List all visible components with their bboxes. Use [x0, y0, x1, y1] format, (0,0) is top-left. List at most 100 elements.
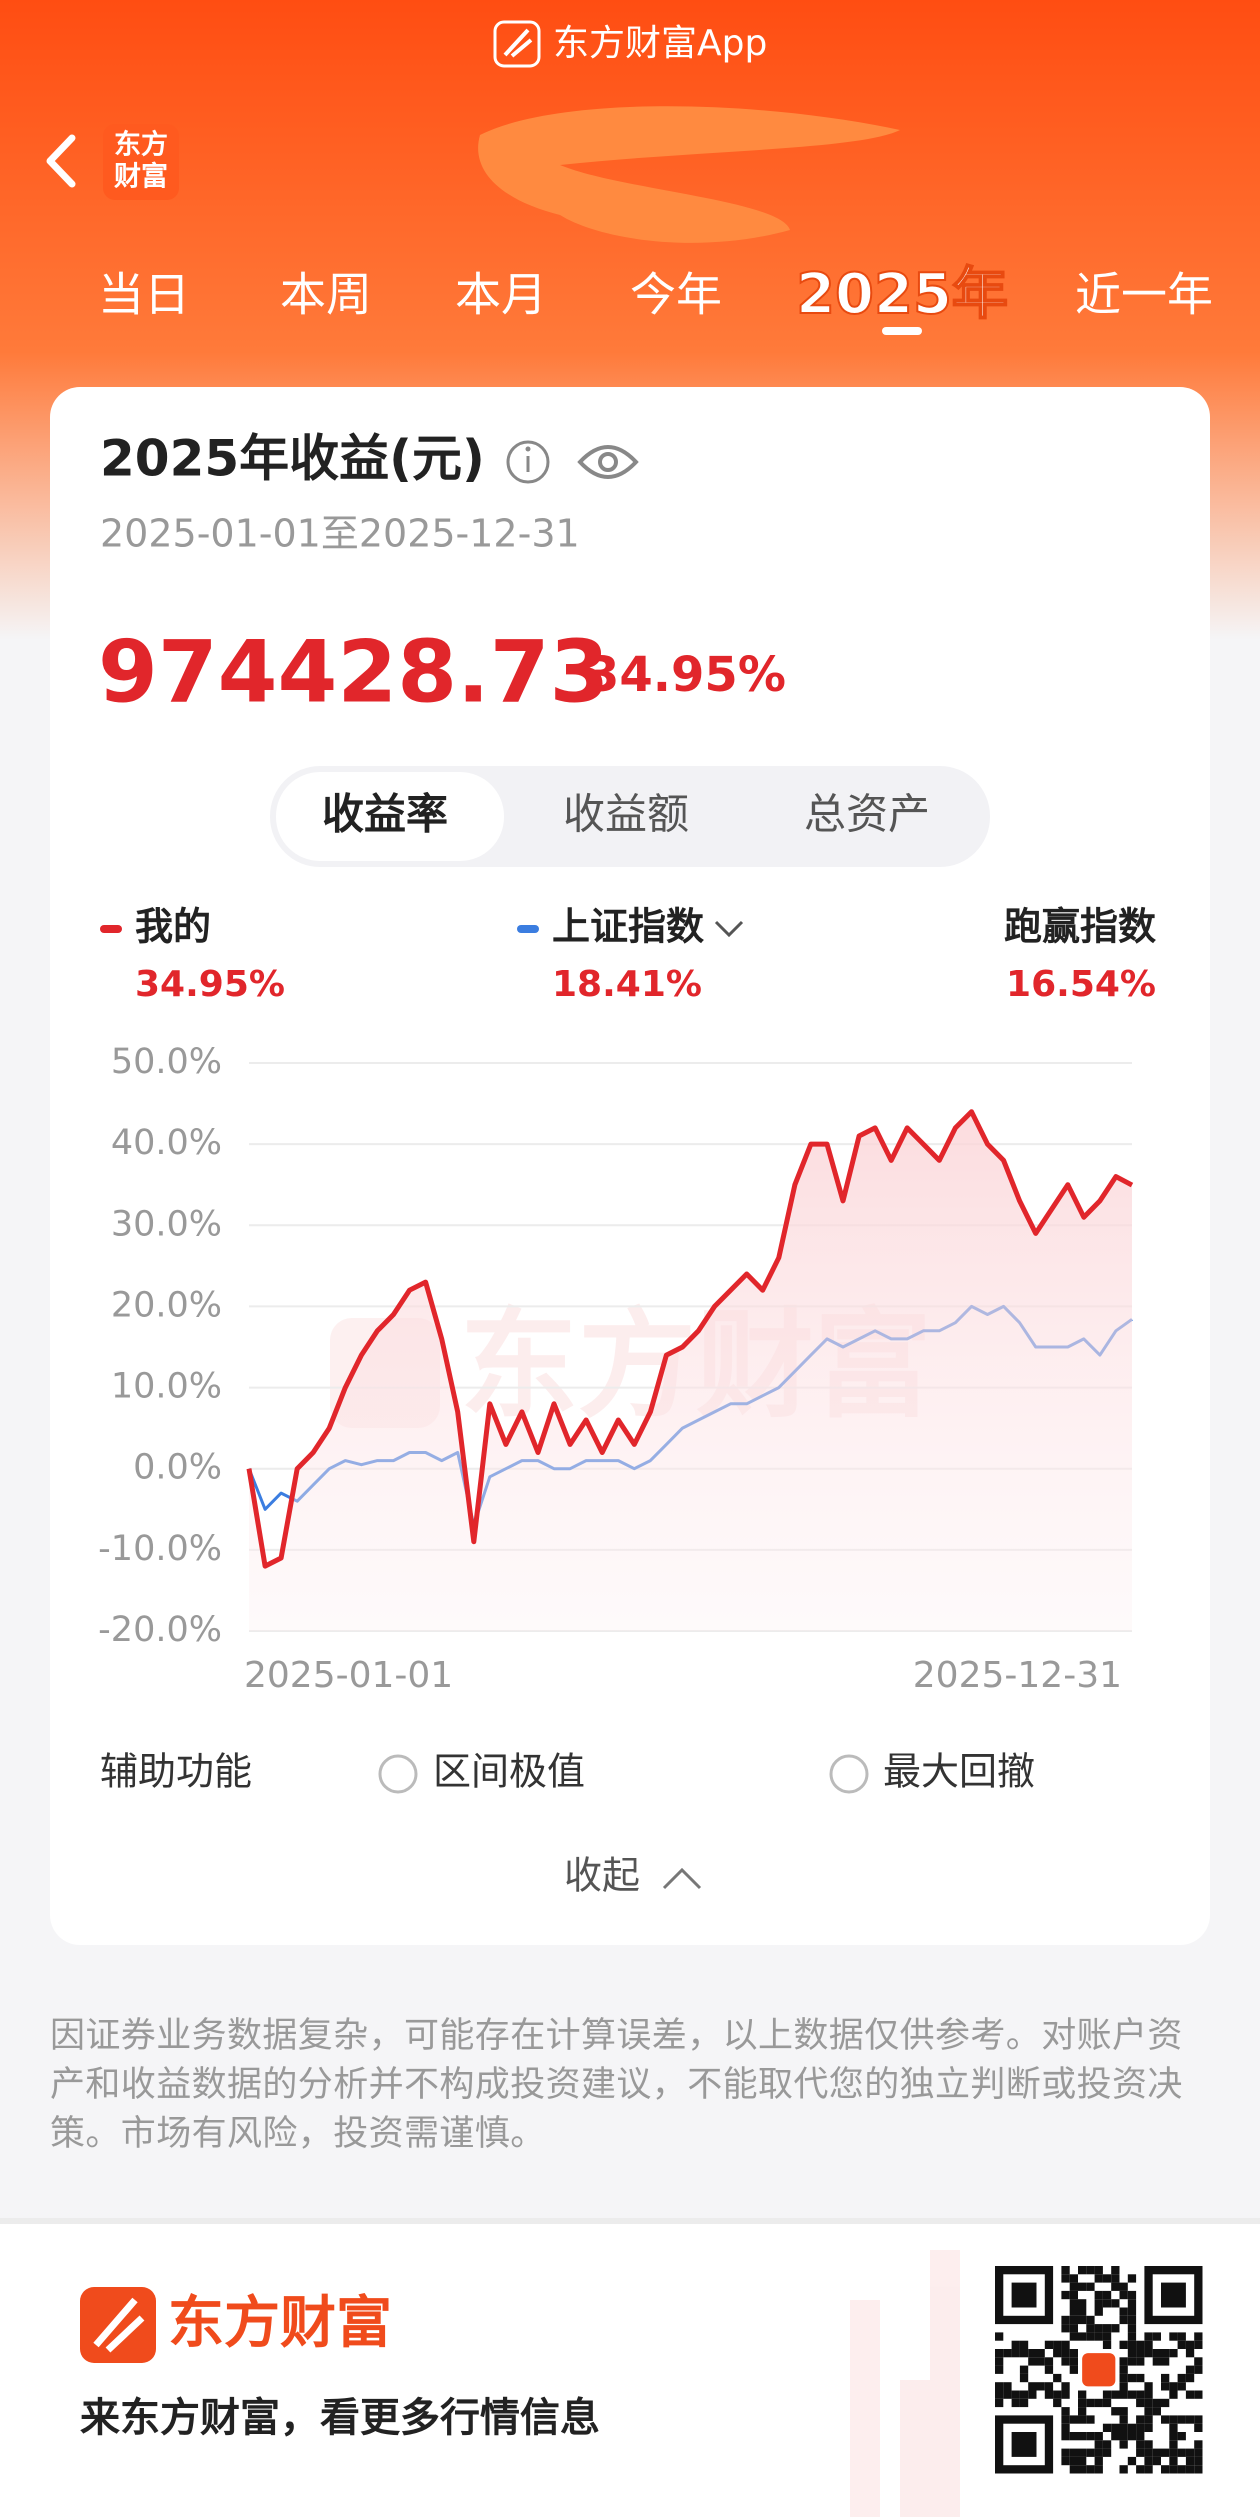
qr-cell — [1119, 2373, 1128, 2383]
qr-cell — [1169, 2440, 1178, 2449]
disclaimer: 因证券业务数据复杂，可能存在计算误差，以上数据仅供参考。对账户资产和收益数据的分… — [50, 2016, 1183, 2154]
qr-cell — [995, 2349, 1004, 2358]
qr-cell — [1028, 2357, 1037, 2366]
radio[interactable] — [378, 1754, 418, 1794]
qr-cell — [1078, 2448, 1087, 2457]
qr-cell — [1069, 2415, 1078, 2424]
y-tick-label: 20.0% — [111, 1285, 222, 1325]
footer-candles — [850, 2250, 960, 2517]
tab[interactable]: 今年 — [630, 268, 722, 322]
tab[interactable]: 2025年 — [795, 261, 1009, 328]
tab[interactable]: 当日 — [98, 268, 190, 322]
qr-cell — [1169, 2415, 1178, 2424]
qr-cell — [1078, 2415, 1087, 2424]
qr-cell — [1102, 2290, 1112, 2300]
qr-cell — [1078, 2282, 1087, 2291]
legend-label: 我的 — [135, 905, 211, 949]
qr-cell — [1094, 2465, 1103, 2474]
period: 2025-01-01至2025-12-31 — [100, 512, 580, 556]
qr-cell — [1069, 2290, 1078, 2300]
radio[interactable] — [829, 1754, 869, 1794]
qr-cell — [1061, 2315, 1070, 2325]
aux-option[interactable]: 最大回撤 — [883, 1750, 1035, 1794]
qr-cell — [1044, 2340, 1054, 2349]
tab[interactable]: 本月 — [455, 268, 547, 322]
qr-cell — [1061, 2290, 1070, 2300]
qr-cell — [1136, 2440, 1145, 2449]
y-tick-label: 30.0% — [111, 1204, 222, 1244]
qr-cell — [1144, 2456, 1153, 2466]
qr-cell — [1011, 2340, 1020, 2349]
excess-value: 16.54% — [1006, 964, 1156, 1005]
segment[interactable]: 收益额 — [563, 790, 689, 839]
qr-cell — [1169, 2456, 1178, 2466]
qr-cell — [1119, 2365, 1128, 2374]
qr-cell — [1061, 2432, 1070, 2441]
qr-cell — [1094, 2332, 1103, 2341]
qr-cell — [1152, 2332, 1161, 2341]
qr-cell — [1127, 2390, 1137, 2399]
qr-cell — [1194, 2365, 1203, 2374]
segment[interactable]: 总资产 — [804, 790, 930, 839]
segment-active — [276, 772, 504, 861]
qr-cell — [1136, 2340, 1145, 2349]
qr-cell — [1119, 2415, 1128, 2424]
qr-cell — [1136, 2349, 1145, 2358]
qr-cell — [1119, 2440, 1128, 2449]
qr-cell — [1011, 2349, 1020, 2358]
aux-option[interactable]: 区间极值 — [433, 1750, 585, 1794]
tab[interactable]: 本周 — [280, 268, 372, 322]
qr-cell — [1019, 2340, 1029, 2349]
qr-cell — [1161, 2349, 1170, 2358]
qr-cell — [1053, 2398, 1062, 2408]
qr-cell — [1144, 2448, 1153, 2457]
qr-cell — [1177, 2448, 1186, 2457]
qr-cell — [1185, 2448, 1195, 2457]
qr-cell — [1144, 2415, 1153, 2424]
back-logo-text: 东方 — [114, 129, 168, 161]
chart: 东方财富-20.0%-10.0%0.0%10.0%20.0%30.0%40.0%… — [98, 905, 1156, 1697]
index-chevron[interactable] — [714, 920, 744, 938]
app-icon-mark — [503, 28, 533, 58]
qr-cell — [1028, 2390, 1037, 2399]
qr-cell — [1111, 2282, 1120, 2291]
back-button[interactable] — [46, 134, 76, 188]
qr-cell — [1185, 2349, 1195, 2358]
qr-cell — [1061, 2382, 1070, 2391]
y-tick-label: 10.0% — [111, 1367, 222, 1407]
qr-cell — [1061, 2390, 1070, 2399]
qr-cell — [1044, 2382, 1054, 2391]
qr-cell — [1069, 2357, 1078, 2366]
qr-cell — [1136, 2357, 1145, 2366]
collapse[interactable]: 收起 — [564, 1854, 640, 1898]
y-tick-label: -10.0% — [98, 1529, 222, 1569]
qr-cell — [1102, 2340, 1112, 2349]
qr-cell — [1069, 2282, 1078, 2291]
qr-cell — [1086, 2448, 1095, 2457]
qr-cell — [1119, 2340, 1128, 2349]
qr-cell — [1019, 2373, 1029, 2383]
qr-cell — [1111, 2423, 1120, 2432]
qr-cell — [1152, 2448, 1161, 2457]
segment[interactable]: 收益率 — [322, 790, 448, 839]
qr-cell — [1111, 2266, 1120, 2275]
qr-cell — [1161, 2357, 1170, 2366]
area-fill — [249, 1111, 1132, 1631]
qr-cell — [1111, 2390, 1120, 2399]
info-icon[interactable] — [506, 440, 550, 484]
qr-cell — [1161, 2373, 1170, 2383]
qr-cell — [1161, 2415, 1170, 2424]
qr-cell — [1185, 2415, 1195, 2424]
qr-cell — [1102, 2332, 1112, 2341]
qr-cell — [995, 2357, 1004, 2366]
tab[interactable]: 近一年 — [1075, 268, 1213, 322]
qr-cell — [1194, 2465, 1203, 2474]
qr-cell — [1111, 2324, 1120, 2333]
qr-finder — [995, 2265, 1054, 2325]
legend-value: 34.95% — [135, 964, 285, 1005]
card — [50, 387, 1210, 1945]
qr-cell — [1185, 2373, 1195, 2383]
eye-icon[interactable] — [577, 445, 639, 479]
qr-cell — [1061, 2349, 1070, 2358]
qr-cell — [1069, 2456, 1078, 2466]
